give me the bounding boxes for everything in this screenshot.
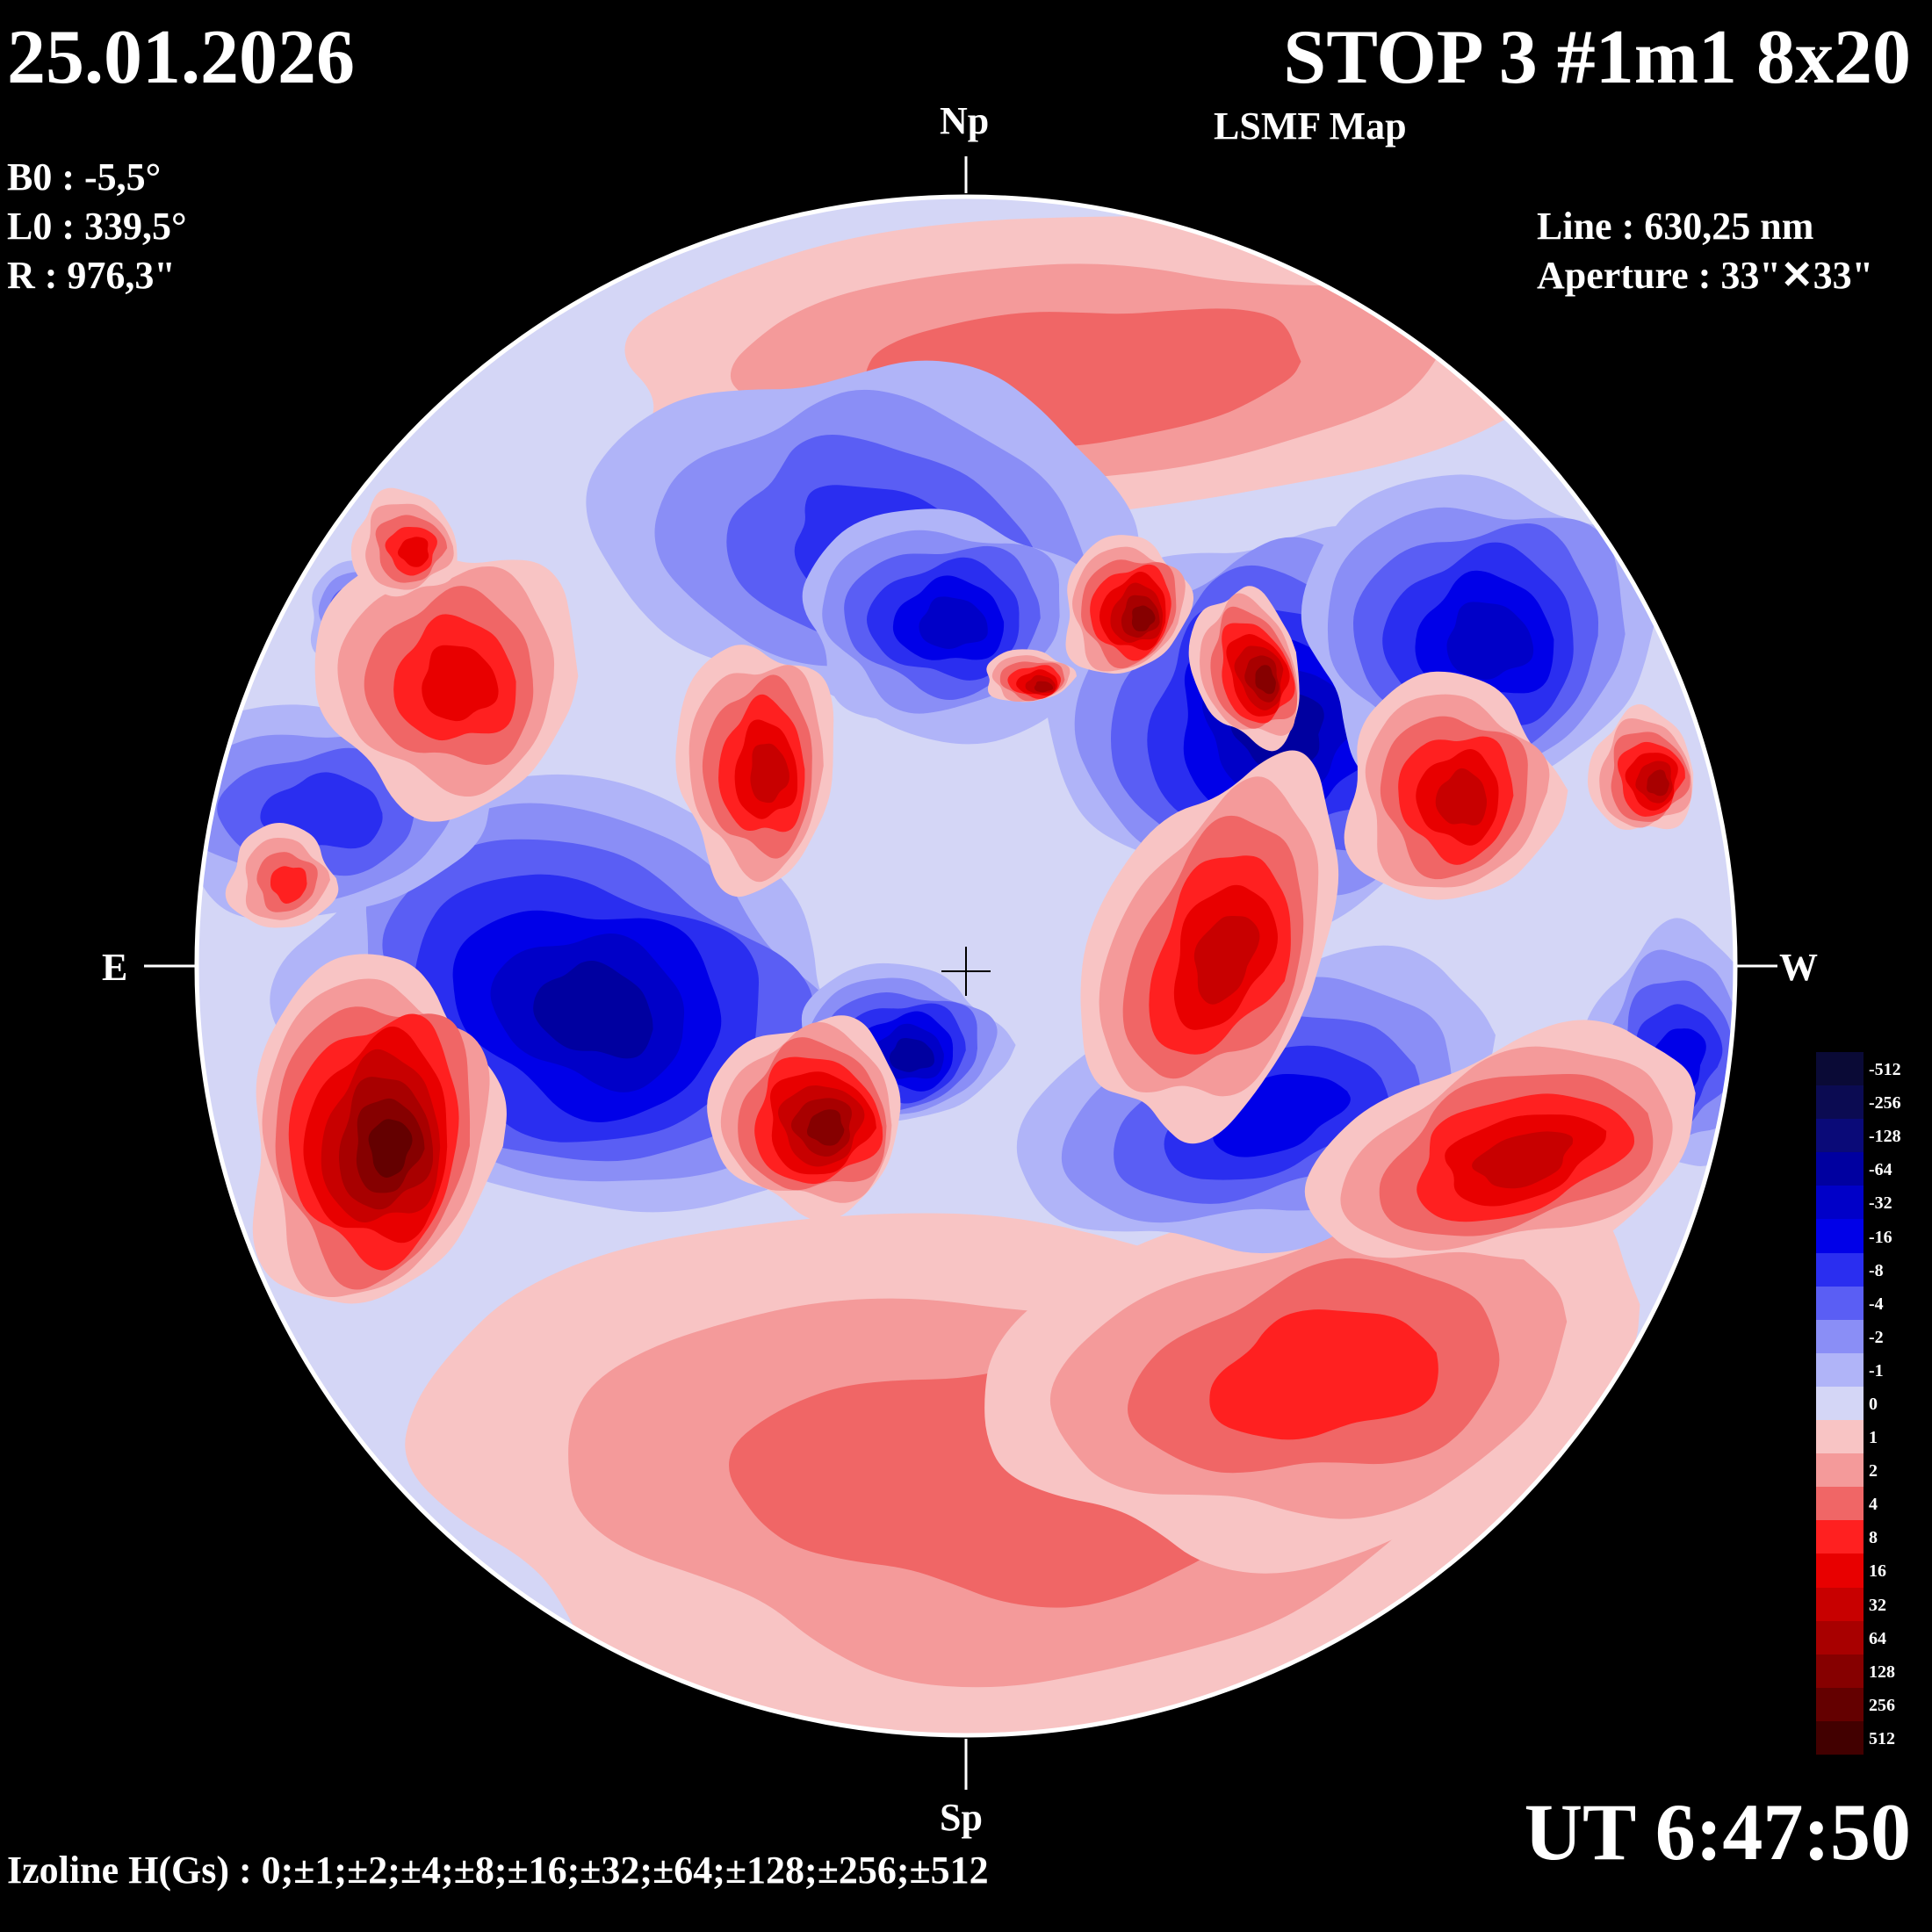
south-pole-label: Sp bbox=[940, 1796, 983, 1839]
field-region bbox=[1446, 602, 1534, 680]
b0-parameter: B0 : -5,5° bbox=[7, 155, 162, 198]
north-pole-label: Np bbox=[940, 99, 990, 142]
field-region bbox=[1034, 681, 1054, 693]
field-region bbox=[397, 537, 429, 567]
l0-parameter: L0 : 339,5° bbox=[7, 205, 187, 248]
colorbar-swatch bbox=[1816, 1386, 1864, 1421]
colorbar-label: 256 bbox=[1869, 1695, 1895, 1715]
colorbar-label: 1 bbox=[1869, 1428, 1878, 1448]
colorbar-label: 16 bbox=[1869, 1561, 1886, 1582]
field-strength-colorbar: -512 -256 -128 -64 -32 -16 -8 -4 -2 -1 0 1 2 4 8 16 32 64… bbox=[1816, 1052, 1901, 1755]
colorbar-label: 2 bbox=[1869, 1461, 1878, 1481]
colorbar-label: -16 bbox=[1869, 1227, 1892, 1247]
field-region bbox=[889, 1038, 934, 1072]
field-region bbox=[533, 961, 653, 1059]
field-region bbox=[1131, 605, 1156, 631]
colorbar-swatch bbox=[1816, 1119, 1864, 1153]
colorbar-swatch bbox=[1816, 1453, 1864, 1488]
field-region bbox=[1435, 768, 1487, 825]
colorbar-label: 128 bbox=[1869, 1662, 1895, 1682]
field-region bbox=[1193, 915, 1260, 1005]
colorbar-label: -4 bbox=[1869, 1294, 1884, 1314]
field-region bbox=[422, 645, 499, 722]
colorbar-swatch bbox=[1816, 1252, 1864, 1287]
colorbar-swatch bbox=[1816, 1152, 1864, 1186]
colorbar-swatch bbox=[1816, 1687, 1864, 1722]
field-region bbox=[270, 866, 307, 905]
colorbar-swatch bbox=[1816, 1219, 1864, 1254]
colorbar-label: -512 bbox=[1869, 1060, 1901, 1080]
map-subtitle: LSMF Map bbox=[1214, 105, 1407, 148]
field-region bbox=[806, 1109, 845, 1146]
colorbar-label: 512 bbox=[1869, 1728, 1895, 1748]
colorbar-label: 4 bbox=[1869, 1495, 1878, 1515]
colorbar-swatch bbox=[1816, 1720, 1864, 1755]
field-region bbox=[1255, 665, 1276, 695]
field-region bbox=[1472, 1131, 1574, 1189]
colorbar-swatch bbox=[1816, 1319, 1864, 1354]
colorbar-label: 8 bbox=[1869, 1528, 1878, 1548]
colorbar-label: -2 bbox=[1869, 1327, 1884, 1347]
colorbar-swatch bbox=[1816, 1352, 1864, 1388]
colorbar-swatch bbox=[1816, 1654, 1864, 1689]
observation-date: 25.01.2026 bbox=[7, 15, 355, 100]
isoline-levels: Izoline H(Gs) : 0;±1;±2;±4;±8;±16;±32;±6… bbox=[7, 1849, 989, 1892]
solar-limb bbox=[194, 194, 1738, 1738]
colorbar-label: 64 bbox=[1869, 1628, 1886, 1648]
colorbar-swatch bbox=[1816, 1286, 1864, 1321]
spectral-line-info: Line : 630,25 nm bbox=[1537, 205, 1814, 248]
field-region bbox=[1647, 769, 1669, 797]
field-regions bbox=[197, 216, 1735, 1735]
colorbar-swatch bbox=[1816, 1554, 1864, 1589]
colorbar-label: -32 bbox=[1869, 1193, 1892, 1214]
colorbar-label: 0 bbox=[1869, 1395, 1878, 1414]
field-region bbox=[1209, 1309, 1438, 1440]
colorbar-swatch bbox=[1816, 1520, 1864, 1554]
field-region bbox=[919, 596, 988, 649]
colorbar-label: -256 bbox=[1869, 1093, 1901, 1114]
colorbar-swatch bbox=[1816, 1052, 1864, 1086]
colorbar-label: 32 bbox=[1869, 1595, 1886, 1615]
field-region bbox=[750, 743, 789, 804]
colorbar-swatch bbox=[1816, 1085, 1864, 1120]
colorbar-swatch bbox=[1816, 1620, 1864, 1655]
colorbar-swatch bbox=[1816, 1186, 1864, 1220]
west-label: W bbox=[1779, 946, 1818, 989]
colorbar-label: -8 bbox=[1869, 1260, 1884, 1280]
colorbar-swatch bbox=[1816, 1420, 1864, 1454]
colorbar-swatch bbox=[1816, 1587, 1864, 1622]
east-label: E bbox=[102, 946, 128, 989]
colorbar-swatch bbox=[1816, 1487, 1864, 1521]
map-title: STOP 3 #1m1 8x20 bbox=[1283, 15, 1911, 100]
colorbar-label: -128 bbox=[1869, 1127, 1901, 1147]
aperture-info: Aperture : 33"✕33" bbox=[1537, 254, 1874, 297]
colorbar-label: -1 bbox=[1869, 1360, 1884, 1381]
observation-time: UT 6:47:50 bbox=[1524, 1787, 1911, 1877]
radius-parameter: R : 976,3" bbox=[7, 254, 176, 297]
field-region bbox=[368, 1119, 413, 1178]
colorbar-label: -64 bbox=[1869, 1160, 1892, 1180]
